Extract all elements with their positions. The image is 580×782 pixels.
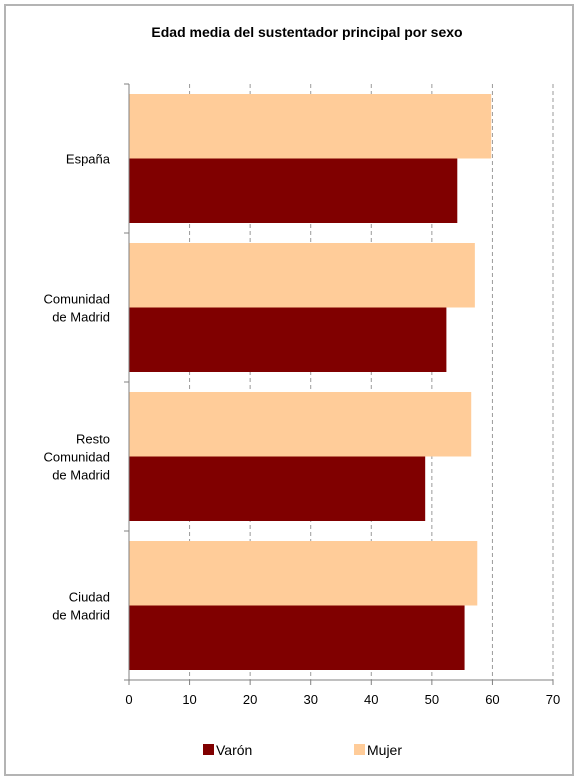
axes	[124, 83, 554, 685]
category-label-line: de Madrid	[52, 608, 110, 623]
x-tick-labels: 0 10 20 30 40 50 60 70	[125, 692, 560, 707]
bar-varon	[129, 158, 458, 223]
legend-swatch-varon	[203, 744, 214, 755]
category-label-line: Comunidad	[44, 450, 111, 465]
category-label-line: Resto	[76, 432, 110, 447]
legend: Varón Mujer	[203, 742, 402, 758]
category-label: Ciudad de Madrid	[52, 590, 110, 623]
chart-title: Edad media del sustentador principal por…	[151, 24, 462, 40]
category-label-line: Ciudad	[69, 590, 110, 605]
bar-mujer	[129, 541, 478, 606]
legend-label-varon: Varón	[216, 742, 252, 758]
legend-swatch-mujer	[354, 744, 365, 755]
legend-label-mujer: Mujer	[367, 742, 402, 758]
category-label: Resto Comunidad de Madrid	[44, 432, 111, 483]
x-tick-label: 60	[485, 692, 499, 707]
category-label: España	[66, 152, 111, 167]
bars	[129, 94, 492, 670]
category-label-line: de Madrid	[52, 310, 110, 325]
x-tick-label: 30	[303, 692, 317, 707]
bar-varon	[129, 307, 447, 372]
category-labels: España Comunidad de Madrid Resto Comunidad de…	[44, 152, 111, 623]
bar-varon	[129, 456, 426, 521]
x-tick-label: 20	[243, 692, 257, 707]
bar-mujer	[129, 392, 472, 457]
bar-mujer	[129, 94, 492, 159]
bar-mujer	[129, 243, 475, 308]
category-label-line: de Madrid	[52, 468, 110, 483]
bar-varon	[129, 605, 465, 670]
category-label-line: Comunidad	[44, 292, 111, 307]
x-tick-label: 50	[425, 692, 439, 707]
x-tick-label: 10	[182, 692, 196, 707]
category-label-line: España	[66, 152, 111, 167]
x-tick-label: 40	[364, 692, 378, 707]
x-tick-label: 0	[125, 692, 132, 707]
x-tick-label: 70	[546, 692, 560, 707]
category-label: Comunidad de Madrid	[44, 292, 111, 325]
